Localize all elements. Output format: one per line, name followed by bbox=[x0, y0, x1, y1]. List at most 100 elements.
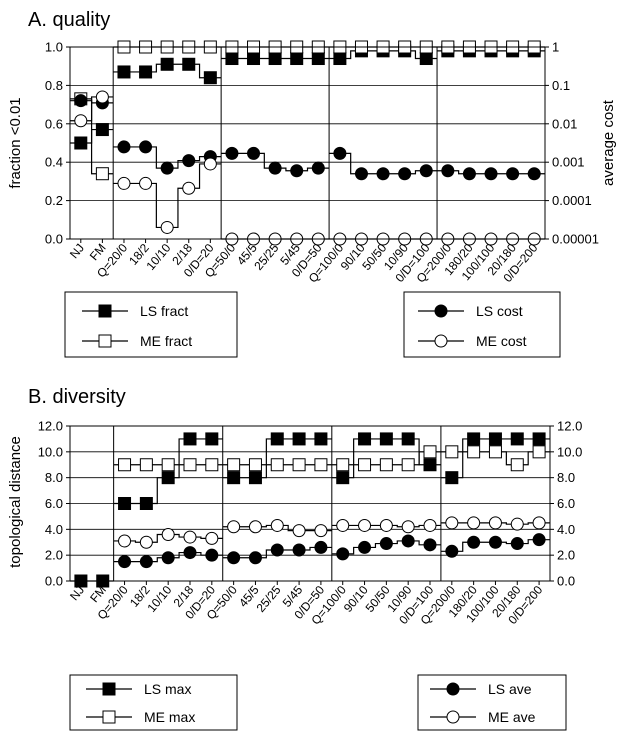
y-tick-label: 6.0 bbox=[45, 496, 63, 511]
data-point bbox=[532, 445, 546, 459]
tick-labels: 0.0 0.0 2.0 2.0 4.0 4.0 6.0 6.0 8.0 8.0 10.0 10.0 12… bbox=[38, 419, 583, 589]
data-point bbox=[445, 471, 459, 485]
data-point bbox=[205, 458, 219, 472]
data-point bbox=[95, 167, 109, 181]
panel-b: B. diversity topological distance 0.0 0.0… bbox=[7, 386, 583, 731]
series-ls-fract bbox=[70, 44, 545, 150]
y-axis-label: fraction <0.01 bbox=[7, 97, 24, 188]
plot-frame bbox=[69, 46, 546, 240]
data-point bbox=[358, 458, 372, 472]
data-point bbox=[183, 546, 197, 560]
y2-tick-label: 0.01 bbox=[552, 116, 577, 131]
x-tick-label: 10/10 bbox=[143, 241, 173, 273]
category-labels: NJ FMQ=20/018/210/102/180/D=20Q=50/045/52… bbox=[67, 241, 541, 286]
data-point bbox=[270, 432, 284, 446]
series-ls-ave bbox=[113, 533, 550, 569]
data-point bbox=[506, 167, 520, 181]
data-point bbox=[532, 533, 546, 547]
data-point bbox=[268, 52, 282, 66]
data-point bbox=[336, 458, 350, 472]
data-point bbox=[401, 534, 415, 548]
y2-tick-label: 0.1 bbox=[552, 78, 570, 93]
data-point bbox=[333, 52, 347, 66]
data-point bbox=[398, 167, 412, 181]
data-point bbox=[248, 520, 262, 534]
data-point bbox=[467, 535, 481, 549]
y2-tick-label: 8.0 bbox=[557, 470, 575, 485]
data-point bbox=[488, 432, 502, 446]
data-point bbox=[161, 471, 175, 485]
data-point bbox=[376, 167, 390, 181]
data-point bbox=[139, 535, 153, 549]
data-point bbox=[401, 432, 415, 446]
plot-frame bbox=[69, 425, 551, 582]
data-point bbox=[139, 497, 153, 510]
y2-tick-label: 1 bbox=[552, 40, 559, 55]
chart-title: B. diversity bbox=[28, 386, 126, 408]
data-point bbox=[379, 432, 393, 446]
y2-tick-label: 0.0001 bbox=[552, 193, 592, 208]
data-point bbox=[419, 164, 433, 178]
data-point bbox=[270, 543, 284, 557]
series-group bbox=[70, 432, 550, 588]
series-line bbox=[70, 50, 545, 144]
series-me-max bbox=[113, 445, 550, 472]
data-point bbox=[311, 52, 325, 66]
y-axis-label: topological distance bbox=[7, 436, 24, 568]
data-point bbox=[248, 551, 262, 565]
legend-label: ME fract bbox=[140, 333, 192, 349]
data-point bbox=[445, 445, 459, 459]
data-point bbox=[161, 458, 175, 472]
legend-marker bbox=[98, 304, 112, 318]
y-tick-label: 10.0 bbox=[38, 444, 63, 459]
data-point bbox=[139, 65, 153, 79]
y-tick-label: 0.8 bbox=[45, 78, 63, 93]
y-tick-label: 8.0 bbox=[45, 470, 63, 485]
data-point bbox=[182, 154, 196, 168]
x-tick-label: 25/25 bbox=[251, 241, 281, 273]
data-point bbox=[292, 458, 306, 472]
data-point bbox=[401, 458, 415, 472]
data-point bbox=[95, 123, 109, 137]
data-point bbox=[161, 551, 175, 565]
data-point bbox=[270, 458, 284, 472]
data-point bbox=[441, 164, 455, 178]
y2-tick-label: 0.00001 bbox=[552, 232, 599, 247]
series-me-ave bbox=[113, 516, 550, 549]
data-point bbox=[488, 535, 502, 549]
legend-marker bbox=[98, 334, 112, 348]
data-point bbox=[139, 458, 153, 472]
data-point bbox=[292, 432, 306, 446]
data-point bbox=[248, 471, 262, 485]
data-point bbox=[532, 432, 546, 446]
data-point bbox=[336, 547, 350, 561]
data-point bbox=[227, 520, 241, 534]
legend-marker bbox=[434, 334, 448, 348]
data-point bbox=[182, 57, 196, 71]
data-point bbox=[182, 181, 196, 195]
data-point bbox=[314, 524, 328, 538]
legend-box bbox=[417, 674, 567, 731]
data-point bbox=[290, 164, 304, 178]
data-point bbox=[336, 471, 350, 485]
y2-tick-label: 10.0 bbox=[557, 444, 582, 459]
data-point bbox=[379, 458, 393, 472]
data-point bbox=[358, 432, 372, 446]
y-tick-label: 0.2 bbox=[45, 193, 63, 208]
data-point bbox=[95, 90, 109, 104]
panel-a: A. quality fraction <0.01 average cost 0… bbox=[7, 9, 617, 358]
data-point bbox=[205, 548, 219, 562]
y-tick-label: 12.0 bbox=[38, 419, 63, 434]
data-point bbox=[467, 516, 481, 530]
data-point bbox=[419, 52, 433, 66]
data-point bbox=[117, 140, 131, 154]
data-point bbox=[445, 516, 459, 530]
series-me-fract bbox=[70, 40, 545, 181]
data-point bbox=[467, 432, 481, 446]
data-point bbox=[248, 458, 262, 472]
data-point bbox=[445, 544, 459, 558]
data-point bbox=[401, 520, 415, 534]
legend-label: ME ave bbox=[488, 709, 536, 725]
data-point bbox=[118, 458, 132, 472]
y2-tick-label: 4.0 bbox=[557, 522, 575, 537]
